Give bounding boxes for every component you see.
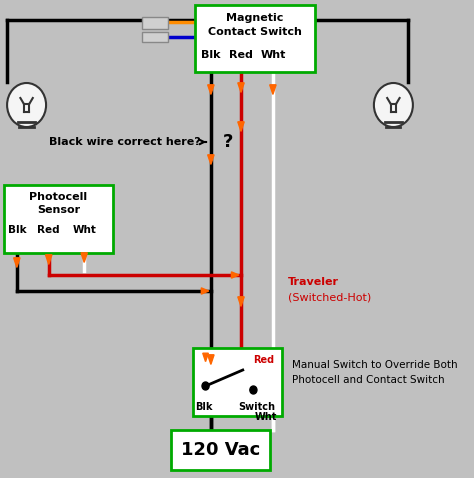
Text: Wht: Wht: [72, 225, 96, 235]
Polygon shape: [208, 85, 214, 94]
FancyBboxPatch shape: [193, 348, 282, 416]
Text: Black wire correct here?: Black wire correct here?: [49, 137, 206, 147]
Polygon shape: [46, 255, 52, 264]
Circle shape: [202, 382, 209, 390]
Polygon shape: [238, 83, 244, 92]
Polygon shape: [270, 85, 276, 94]
Text: ?: ?: [223, 133, 234, 151]
FancyBboxPatch shape: [4, 185, 112, 253]
Text: Red: Red: [229, 50, 253, 60]
Text: Manual Switch to Override Both: Manual Switch to Override Both: [292, 360, 458, 370]
Text: (Switched-Hot): (Switched-Hot): [288, 292, 371, 302]
FancyBboxPatch shape: [142, 32, 168, 42]
Text: Wht: Wht: [260, 50, 285, 60]
Text: Switch: Switch: [238, 402, 275, 412]
Polygon shape: [238, 297, 244, 306]
Text: Red: Red: [37, 225, 60, 235]
Polygon shape: [203, 353, 209, 361]
Text: Wht: Wht: [255, 412, 277, 422]
FancyBboxPatch shape: [171, 430, 270, 470]
Text: Photocell: Photocell: [29, 192, 88, 202]
Text: Photocell and Contact Switch: Photocell and Contact Switch: [292, 375, 445, 385]
Polygon shape: [208, 155, 214, 164]
Polygon shape: [238, 122, 244, 131]
Circle shape: [250, 386, 257, 394]
Polygon shape: [231, 272, 239, 278]
Text: 120 Vac: 120 Vac: [181, 441, 260, 459]
Polygon shape: [81, 253, 87, 262]
Circle shape: [374, 83, 413, 127]
Text: Traveler: Traveler: [288, 277, 339, 287]
Text: Blk: Blk: [195, 402, 212, 412]
Text: Sensor: Sensor: [37, 205, 80, 215]
FancyBboxPatch shape: [142, 17, 168, 29]
Polygon shape: [14, 258, 20, 267]
Circle shape: [7, 83, 46, 127]
Polygon shape: [201, 288, 209, 294]
Text: Contact Switch: Contact Switch: [208, 27, 301, 37]
Text: Red: Red: [254, 355, 274, 365]
Polygon shape: [208, 355, 214, 364]
Text: Blk: Blk: [8, 225, 26, 235]
Text: Blk: Blk: [201, 50, 220, 60]
Text: Magnetic: Magnetic: [226, 13, 283, 23]
FancyBboxPatch shape: [195, 5, 315, 72]
